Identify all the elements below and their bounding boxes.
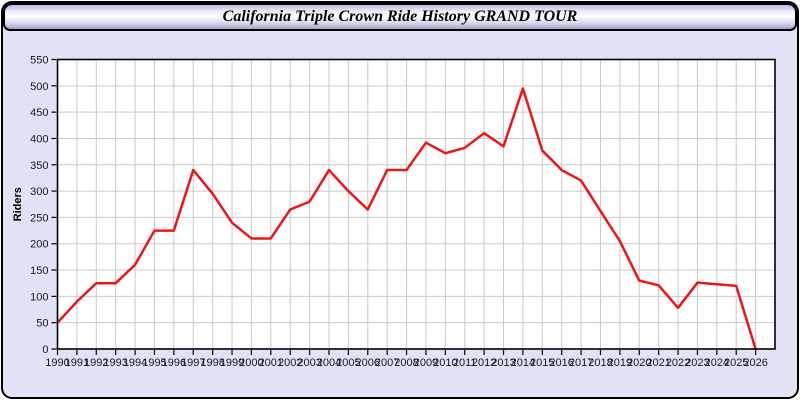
x-tick-label: 2004 (317, 357, 341, 369)
y-axis-title: Riders (12, 187, 24, 221)
x-tick-label: 2016 (549, 357, 573, 369)
y-tick-label: 400 (30, 133, 48, 145)
x-tick-label: 2022 (666, 357, 690, 369)
x-tick-label: 2003 (297, 357, 321, 369)
x-tick-label: 2019 (608, 357, 632, 369)
x-tick-label: 1992 (84, 357, 108, 369)
x-tick-label: 1999 (220, 357, 244, 369)
data-line (56, 87, 757, 351)
horizontal-gridlines (57, 85, 775, 324)
x-tick-label: 2007 (375, 357, 399, 369)
x-tick-label: 1995 (142, 357, 166, 369)
y-tick-label: 550 (30, 55, 48, 67)
x-tick-label: 2017 (569, 357, 593, 369)
x-tick-label: 2014 (511, 357, 535, 369)
y-tick-label: 300 (30, 186, 48, 198)
y-axis-ticks: 0 50 100 150 200 250 300 350 400 450 500 550 (30, 55, 57, 356)
vertical-gridlines (76, 59, 757, 349)
x-tick-label: 2008 (394, 357, 418, 369)
x-tick-label: 2013 (491, 357, 515, 369)
y-tick-label: 0 (42, 344, 48, 356)
x-tick-label: 2009 (414, 357, 438, 369)
x-tick-label: 2023 (685, 357, 709, 369)
x-tick-label: 2021 (646, 357, 670, 369)
y-tick-label: 150 (30, 265, 48, 277)
y-tick-label: 50 (36, 318, 48, 330)
x-tick-label: 2001 (259, 357, 283, 369)
x-tick-label: 1990 (45, 357, 69, 369)
x-tick-label: 2012 (472, 357, 496, 369)
x-tick-label: 2025 (724, 357, 748, 369)
x-tick-label: 2026 (743, 357, 767, 369)
x-tick-label: 1997 (181, 357, 205, 369)
y-tick-label: 350 (30, 160, 48, 172)
y-tick-label: 450 (30, 107, 48, 119)
x-tick-label: 2015 (530, 357, 554, 369)
y-tick-label: 250 (30, 212, 48, 224)
x-tick-label: 2000 (239, 357, 263, 369)
chart-title: California Triple Crown Ride History GRA… (222, 8, 578, 25)
x-tick-label: 2020 (627, 357, 651, 369)
plot-border (56, 58, 776, 350)
y-tick-label: 200 (30, 239, 48, 251)
x-tick-label: 2002 (278, 357, 302, 369)
x-tick-label: 1996 (162, 357, 186, 369)
y-tick-label: 100 (30, 291, 48, 303)
x-tick-label: 1991 (65, 357, 89, 369)
x-tick-label: 1994 (123, 357, 147, 369)
y-tick-label: 500 (30, 81, 48, 93)
x-tick-label: 2018 (588, 357, 612, 369)
x-tick-label: 1998 (200, 357, 224, 369)
x-tick-label: 2010 (433, 357, 457, 369)
title-bar: California Triple Crown Ride History GRA… (3, 3, 797, 31)
x-tick-label: 1993 (103, 357, 127, 369)
x-tick-label: 2024 (705, 357, 729, 369)
plot-background (57, 59, 775, 349)
x-tick-label: 2006 (356, 357, 380, 369)
x-tick-label: 2011 (453, 357, 477, 369)
x-tick-label: 2005 (336, 357, 360, 369)
x-axis-ticks: 1990199119921993199419951996199719981999… (45, 350, 768, 369)
